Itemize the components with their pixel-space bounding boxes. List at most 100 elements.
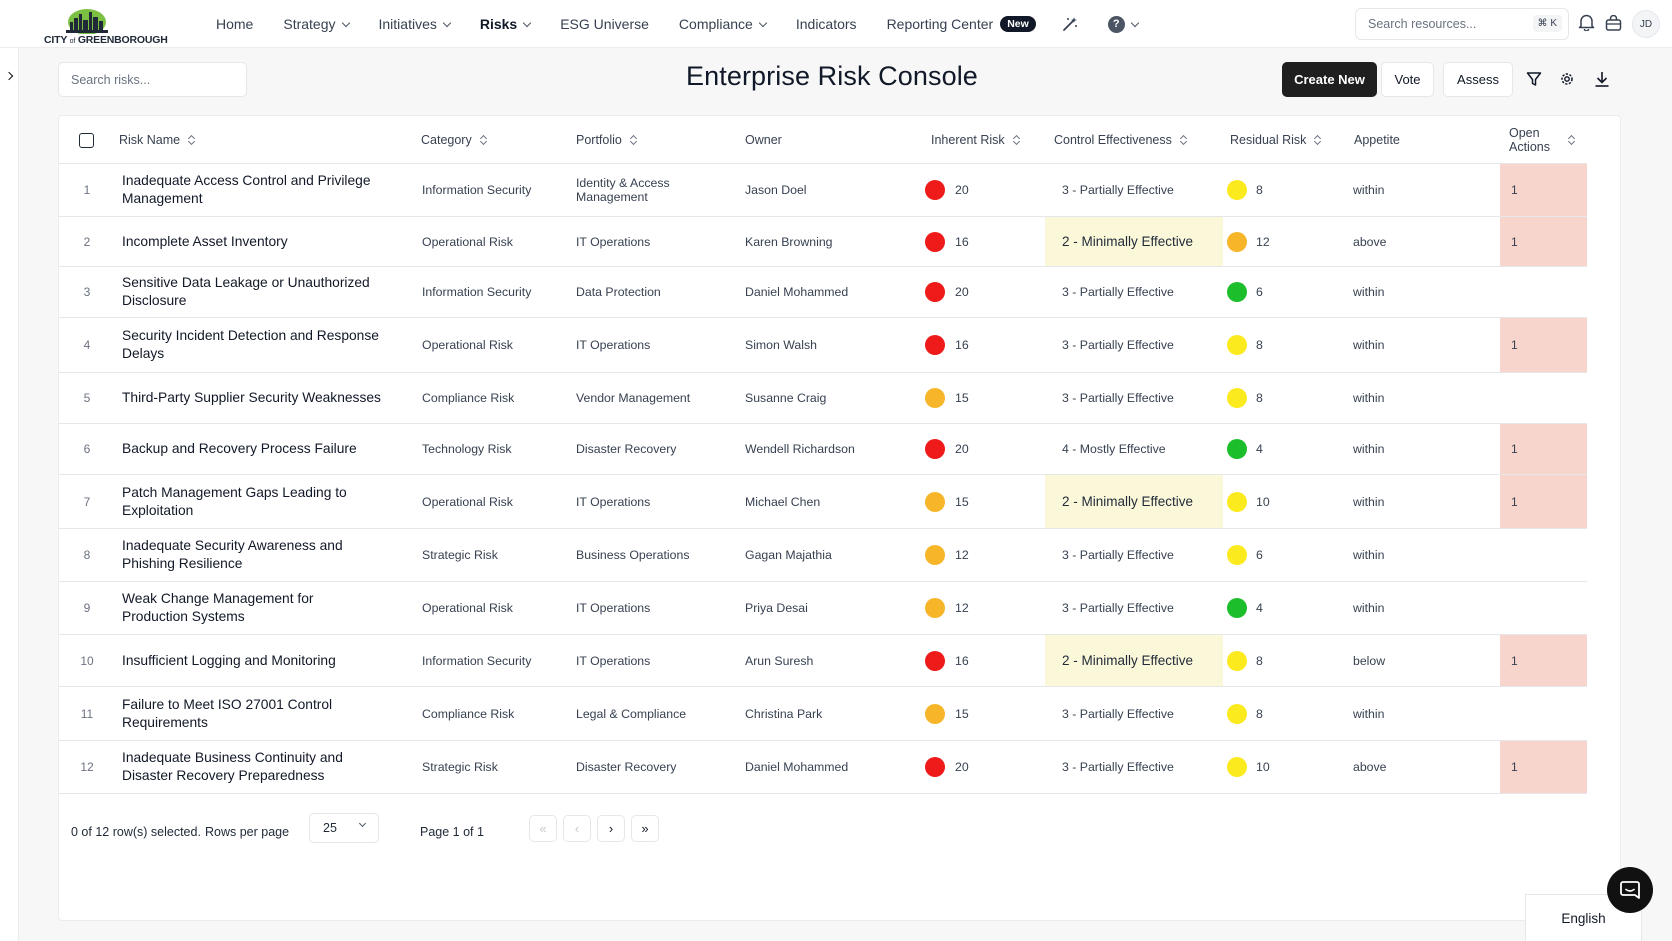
- bell-icon[interactable]: [1578, 13, 1595, 31]
- chevron-right-icon[interactable]: [4, 71, 14, 81]
- nav-compliance[interactable]: Compliance: [679, 16, 768, 32]
- settings-gear-icon[interactable]: [1559, 71, 1575, 87]
- risk-name-cell[interactable]: Third-Party Supplier Security Weaknesses: [122, 373, 382, 423]
- inherent-risk-cell: 16: [925, 318, 1035, 372]
- owner-cell: Arun Suresh: [745, 653, 814, 668]
- user-avatar[interactable]: JD: [1632, 10, 1660, 38]
- resource-search-input[interactable]: Search resources... ⌘ K: [1355, 8, 1569, 40]
- risk-name-cell[interactable]: Inadequate Business Continuity and Disas…: [122, 741, 382, 793]
- table-row[interactable]: 10 Insufficient Logging and Monitoring Inf…: [59, 635, 1587, 687]
- table-row[interactable]: 8 Inadequate Security Awareness and Phish…: [59, 529, 1587, 582]
- table-row[interactable]: 4 Security Incident Detection and Respons…: [59, 318, 1587, 373]
- risk-name-cell[interactable]: Inadequate Security Awareness and Phishi…: [122, 529, 382, 581]
- create-new-button[interactable]: Create New: [1282, 62, 1377, 97]
- open-actions-cell[interactable]: 1: [1500, 475, 1587, 528]
- table-row[interactable]: 12 Inadequate Business Continuity and Dis…: [59, 741, 1587, 794]
- open-actions-cell[interactable]: [1500, 267, 1587, 317]
- residual-risk-dot: [1227, 335, 1247, 355]
- risk-name-cell[interactable]: Backup and Recovery Process Failure: [122, 424, 382, 474]
- download-icon[interactable]: [1594, 71, 1610, 88]
- open-actions-cell[interactable]: [1500, 529, 1587, 581]
- table-row[interactable]: 3 Sensitive Data Leakage or Unauthorized …: [59, 267, 1587, 318]
- prev-page-button[interactable]: ‹: [563, 815, 591, 842]
- inherent-risk-cell: 20: [925, 164, 1035, 216]
- inherent-risk-dot: [925, 545, 945, 565]
- nav-initiatives[interactable]: Initiatives: [379, 16, 452, 32]
- chat-button[interactable]: [1607, 867, 1653, 913]
- portfolio-cell: IT Operations: [576, 653, 651, 668]
- residual-risk-cell: 4: [1227, 582, 1337, 634]
- open-actions-cell[interactable]: 1: [1500, 318, 1587, 372]
- col-risk-name[interactable]: Risk Name: [119, 116, 195, 164]
- rows-per-page-select[interactable]: 25: [309, 813, 379, 843]
- risk-name-cell[interactable]: Incomplete Asset Inventory: [122, 217, 382, 266]
- select-all-checkbox[interactable]: [79, 133, 94, 148]
- nav-risks[interactable]: Risks: [480, 16, 532, 32]
- risk-name-cell[interactable]: Sensitive Data Leakage or Unauthorized D…: [122, 267, 382, 317]
- risk-name-cell[interactable]: Insufficient Logging and Monitoring: [122, 635, 382, 686]
- open-actions-cell[interactable]: [1500, 373, 1587, 423]
- table-row[interactable]: 9 Weak Change Management for Production S…: [59, 582, 1587, 635]
- open-actions-cell[interactable]: 1: [1500, 424, 1587, 474]
- open-actions-cell[interactable]: [1500, 687, 1587, 740]
- col-control-effectiveness[interactable]: Control Effectiveness: [1054, 116, 1187, 164]
- risk-search-placeholder: Search risks...: [71, 72, 151, 87]
- inherent-risk-score: 16: [955, 338, 969, 352]
- help-menu[interactable]: ?: [1107, 15, 1140, 33]
- sort-icon: [1568, 135, 1575, 145]
- col-portfolio[interactable]: Portfolio: [576, 116, 637, 164]
- table-row[interactable]: 7 Patch Management Gaps Leading to Exploi…: [59, 475, 1587, 529]
- magic-wand-button[interactable]: [1062, 16, 1078, 32]
- owner-cell: Simon Walsh: [745, 338, 817, 352]
- portfolio-cell: IT Operations: [576, 338, 651, 352]
- col-inherent-risk[interactable]: Inherent Risk: [931, 116, 1020, 164]
- risk-name-cell[interactable]: Weak Change Management for Production Sy…: [122, 582, 382, 634]
- risk-name: Inadequate Business Continuity and Disas…: [122, 750, 343, 783]
- row-index: 6: [83, 442, 91, 456]
- open-actions-cell[interactable]: 1: [1500, 635, 1587, 686]
- table-row[interactable]: 2 Incomplete Asset Inventory Operational R…: [59, 217, 1587, 267]
- col-residual-risk[interactable]: Residual Risk: [1230, 116, 1321, 164]
- risk-search-input[interactable]: Search risks...: [58, 62, 247, 97]
- appetite-cell: within: [1353, 442, 1385, 456]
- appetite-cell: below: [1353, 653, 1386, 668]
- nav-home[interactable]: Home: [216, 16, 254, 32]
- vote-button[interactable]: Vote: [1381, 62, 1434, 97]
- residual-risk-score: 4: [1256, 601, 1263, 615]
- open-actions-cell[interactable]: 1: [1500, 164, 1587, 216]
- table-row[interactable]: 6 Backup and Recovery Process Failure Tech…: [59, 424, 1587, 475]
- col-owner[interactable]: Owner: [745, 133, 782, 147]
- shopping-bag-icon[interactable]: [1605, 15, 1622, 31]
- table-row[interactable]: 5 Third-Party Supplier Security Weaknesse…: [59, 373, 1587, 424]
- inherent-risk-dot: [925, 703, 945, 724]
- open-actions-cell[interactable]: 1: [1500, 217, 1587, 266]
- chat-icon: [1620, 881, 1640, 899]
- open-actions-cell[interactable]: [1500, 582, 1587, 634]
- residual-risk-score: 6: [1256, 285, 1263, 299]
- first-page-button[interactable]: «: [529, 815, 557, 842]
- appetite-cell: above: [1353, 760, 1387, 774]
- open-actions-cell[interactable]: 1: [1500, 741, 1587, 793]
- owner-cell: Wendell Richardson: [745, 442, 855, 456]
- residual-risk-cell: 6: [1227, 267, 1337, 317]
- nav-strategy[interactable]: Strategy: [283, 16, 350, 32]
- table-row[interactable]: 1 Inadequate Access Control and Privilege…: [59, 164, 1587, 217]
- city-logo[interactable]: CITY of GREENBOROUGH: [44, 4, 168, 46]
- nav-indicators[interactable]: Indicators: [795, 16, 857, 32]
- category-cell: Operational Risk: [422, 601, 513, 615]
- last-page-button[interactable]: »: [631, 815, 659, 842]
- col-appetite[interactable]: Appetite: [1354, 133, 1400, 147]
- risk-name-cell[interactable]: Failure to Meet ISO 27001 Control Requir…: [122, 687, 382, 740]
- filter-icon[interactable]: [1526, 71, 1542, 87]
- risk-name-cell[interactable]: Inadequate Access Control and Privilege …: [122, 164, 382, 216]
- col-category[interactable]: Category: [421, 116, 487, 164]
- nav-esg-universe[interactable]: ESG Universe: [560, 16, 649, 32]
- nav-reporting-center[interactable]: Reporting Center New: [887, 16, 1036, 32]
- col-open-actions[interactable]: Open Actions: [1509, 116, 1575, 164]
- risk-name-cell[interactable]: Patch Management Gaps Leading to Exploit…: [122, 475, 382, 528]
- next-page-button[interactable]: ›: [597, 815, 625, 842]
- assess-button[interactable]: Assess: [1443, 62, 1513, 97]
- sort-icon: [1314, 135, 1321, 145]
- table-row[interactable]: 11 Failure to Meet ISO 27001 Control Requ…: [59, 687, 1587, 741]
- risk-name-cell[interactable]: Security Incident Detection and Response…: [122, 318, 382, 372]
